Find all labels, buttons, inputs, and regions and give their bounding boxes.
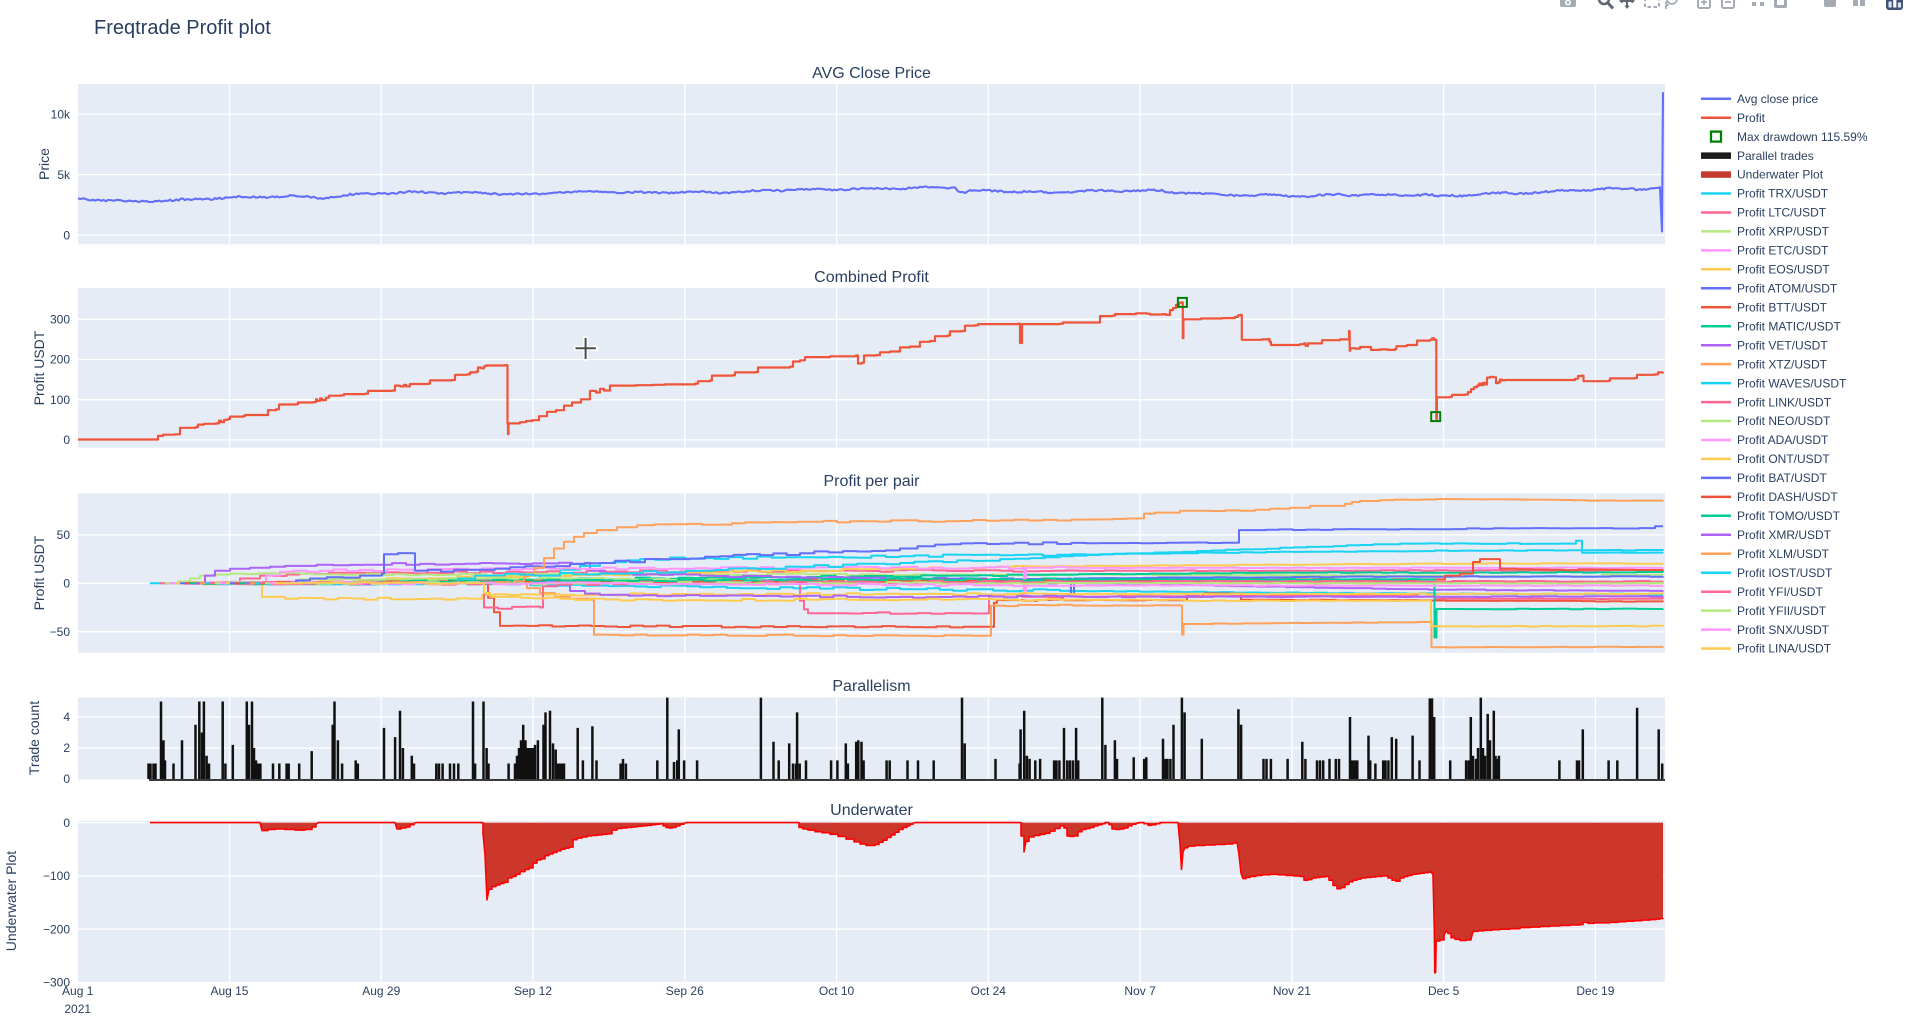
svg-text:0: 0: [63, 816, 70, 830]
svg-text:0: 0: [63, 772, 70, 786]
svg-text:10k: 10k: [51, 107, 71, 121]
svg-text:−200: −200: [43, 922, 70, 936]
svg-text:Dec 5: Dec 5: [1428, 984, 1460, 998]
svg-text:Combined Profit: Combined Profit: [814, 269, 929, 286]
svg-text:Profit VET/USDT: Profit VET/USDT: [1737, 338, 1828, 352]
svg-text:Profit LINK/USDT: Profit LINK/USDT: [1737, 395, 1832, 409]
svg-text:Nov 7: Nov 7: [1124, 984, 1156, 998]
svg-text:2021: 2021: [64, 1002, 91, 1016]
svg-text:Profit ONT/USDT: Profit ONT/USDT: [1737, 452, 1830, 466]
svg-text:Trade count: Trade count: [26, 701, 42, 775]
svg-text:−100: −100: [43, 869, 70, 883]
svg-text:Aug 15: Aug 15: [210, 984, 248, 998]
svg-text:Oct 24: Oct 24: [971, 984, 1007, 998]
svg-text:−50: −50: [50, 625, 71, 639]
svg-text:Sep 26: Sep 26: [666, 984, 704, 998]
svg-text:Oct 10: Oct 10: [819, 984, 855, 998]
svg-text:Underwater: Underwater: [830, 802, 913, 819]
svg-text:Profit ATOM/USDT: Profit ATOM/USDT: [1737, 282, 1838, 296]
svg-text:Profit WAVES/USDT: Profit WAVES/USDT: [1737, 376, 1847, 390]
svg-text:300: 300: [50, 313, 70, 327]
svg-text:Profit XMR/USDT: Profit XMR/USDT: [1737, 528, 1832, 542]
svg-text:Aug 29: Aug 29: [362, 984, 400, 998]
svg-text:Sep 12: Sep 12: [514, 984, 552, 998]
svg-text:Profit NEO/USDT: Profit NEO/USDT: [1737, 414, 1831, 428]
svg-text:Profit LINA/USDT: Profit LINA/USDT: [1737, 642, 1832, 656]
svg-text:50: 50: [57, 528, 71, 542]
svg-text:Underwater Plot: Underwater Plot: [1737, 168, 1824, 182]
svg-text:Profit IOST/USDT: Profit IOST/USDT: [1737, 566, 1833, 580]
svg-text:5k: 5k: [57, 168, 71, 182]
svg-text:Profit YFI/USDT: Profit YFI/USDT: [1737, 585, 1823, 599]
svg-text:Price: Price: [36, 148, 52, 180]
svg-text:Profit XLM/USDT: Profit XLM/USDT: [1737, 547, 1830, 561]
svg-text:Aug 1: Aug 1: [62, 984, 94, 998]
svg-text:Profit: Profit: [1737, 111, 1766, 125]
svg-text:Profit SNX/USDT: Profit SNX/USDT: [1737, 623, 1830, 637]
svg-text:Profit USDT: Profit USDT: [31, 330, 47, 405]
svg-text:Profit BTT/USDT: Profit BTT/USDT: [1737, 301, 1828, 315]
svg-text:Avg close price: Avg close price: [1737, 92, 1818, 106]
svg-text:200: 200: [50, 353, 70, 367]
svg-text:Profit TOMO/USDT: Profit TOMO/USDT: [1737, 509, 1841, 523]
svg-text:0: 0: [63, 228, 70, 242]
svg-text:Profit XTZ/USDT: Profit XTZ/USDT: [1737, 357, 1828, 371]
svg-text:Dec 19: Dec 19: [1576, 984, 1614, 998]
svg-text:Profit ADA/USDT: Profit ADA/USDT: [1737, 433, 1829, 447]
svg-text:0: 0: [63, 433, 70, 447]
svg-text:Underwater Plot: Underwater Plot: [3, 851, 19, 951]
svg-text:Profit LTC/USDT: Profit LTC/USDT: [1737, 206, 1827, 220]
svg-text:2: 2: [63, 741, 70, 755]
svg-text:Max drawdown 115.59%: Max drawdown 115.59%: [1737, 130, 1868, 144]
svg-text:Freqtrade Profit plot: Freqtrade Profit plot: [94, 17, 271, 39]
svg-text:Nov 21: Nov 21: [1273, 984, 1311, 998]
svg-text:−300: −300: [43, 976, 70, 990]
svg-text:Profit USDT: Profit USDT: [31, 535, 47, 610]
svg-text:4: 4: [63, 710, 70, 724]
svg-text:Profit ETC/USDT: Profit ETC/USDT: [1737, 244, 1829, 258]
svg-text:Profit per pair: Profit per pair: [823, 473, 920, 490]
svg-text:Profit XRP/USDT: Profit XRP/USDT: [1737, 225, 1830, 239]
svg-text:Profit TRX/USDT: Profit TRX/USDT: [1737, 187, 1829, 201]
svg-text:100: 100: [50, 393, 70, 407]
svg-text:Parallelism: Parallelism: [832, 678, 910, 695]
svg-text:Profit MATIC/USDT: Profit MATIC/USDT: [1737, 319, 1841, 333]
svg-text:Parallel trades: Parallel trades: [1737, 149, 1814, 163]
svg-text:Profit DASH/USDT: Profit DASH/USDT: [1737, 490, 1838, 504]
svg-text:Profit YFII/USDT: Profit YFII/USDT: [1737, 604, 1827, 618]
svg-text:Profit BAT/USDT: Profit BAT/USDT: [1737, 471, 1827, 485]
svg-text:AVG Close Price: AVG Close Price: [812, 65, 931, 82]
svg-text:Profit EOS/USDT: Profit EOS/USDT: [1737, 263, 1830, 277]
svg-text:0: 0: [63, 577, 70, 591]
